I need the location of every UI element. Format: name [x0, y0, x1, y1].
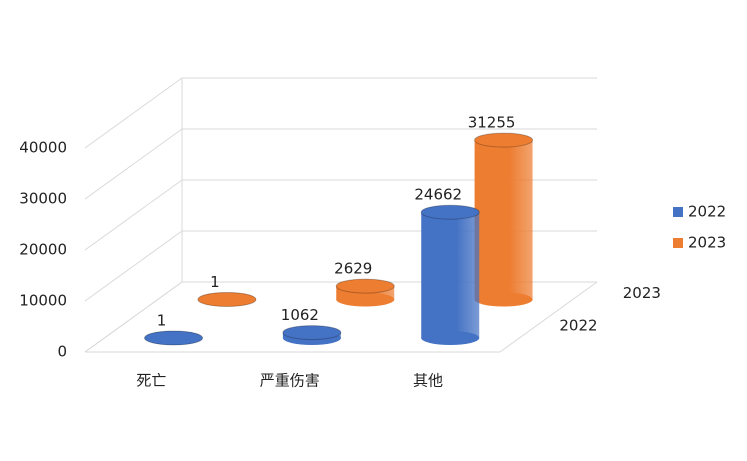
cylinder-side: [475, 140, 533, 299]
data-label: 1: [210, 273, 220, 291]
y-tick-label: 10000: [19, 292, 67, 310]
x-tick-label: 其他: [413, 372, 443, 390]
cylinder: [198, 292, 256, 306]
grid-line: [85, 231, 182, 301]
cylinder-top: [421, 205, 479, 219]
data-label: 24662: [414, 186, 462, 204]
legend-label: 2023: [688, 234, 726, 252]
x-tick-label: 严重伤害: [260, 372, 320, 390]
y-tick-label: 30000: [19, 190, 67, 208]
data-label: 31255: [468, 114, 516, 132]
depth-axis-label: 2022: [559, 317, 597, 335]
x-tick-label: 死亡: [136, 372, 166, 390]
y-tick-label: 20000: [19, 241, 67, 259]
legend-swatch: [673, 207, 683, 217]
data-label: 2629: [334, 260, 372, 278]
cylinder: [145, 331, 203, 345]
grid-line: [85, 180, 182, 250]
cylinder-top: [475, 133, 533, 147]
legend-swatch: [673, 238, 683, 248]
grid-line: [85, 129, 182, 199]
cylinder: [421, 205, 479, 345]
cylinder: [336, 279, 394, 306]
cylinder-side: [421, 212, 479, 338]
depth-axis-label: 2023: [623, 284, 661, 302]
cylinder-top: [145, 331, 203, 345]
data-label: 1062: [281, 306, 319, 324]
cylinder-top: [198, 292, 256, 306]
y-tick-label: 40000: [19, 139, 67, 157]
cylinder: [475, 133, 533, 306]
cylinder-top: [336, 279, 394, 293]
grid-line: [85, 78, 182, 148]
cylinder: [283, 326, 341, 345]
cylinder-top: [283, 326, 341, 340]
data-label: 1: [157, 311, 167, 329]
legend-label: 2022: [688, 203, 726, 221]
y-tick-label: 0: [57, 343, 67, 361]
